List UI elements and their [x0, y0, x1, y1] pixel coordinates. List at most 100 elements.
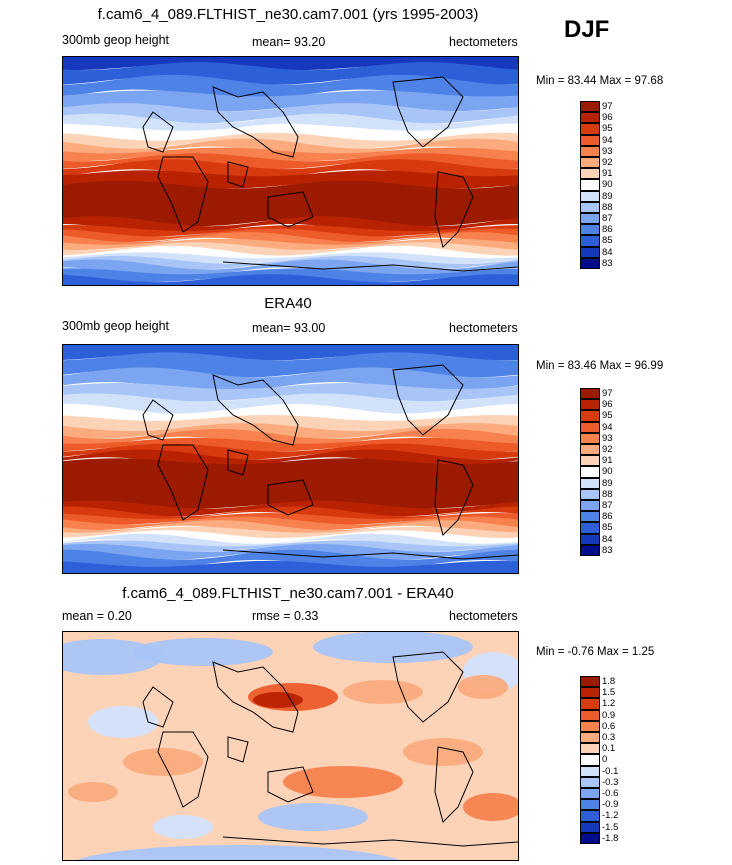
- colorbar-swatch: [580, 799, 600, 811]
- colorbar-tick-label: 0.6: [602, 720, 616, 732]
- colorbar-tick-label: 1.8: [602, 676, 616, 687]
- coastline-outline: [142, 686, 174, 728]
- colorbar-swatch: [580, 676, 600, 688]
- colorbar-swatch: [580, 544, 600, 556]
- contour-band: [63, 274, 518, 285]
- colorbar-tick-label: 92: [602, 444, 613, 455]
- colorbar-tick-label: -1.2: [602, 810, 619, 822]
- coastline-outline: [222, 836, 518, 847]
- colorbar-tick-label: 85: [602, 235, 613, 247]
- contour-band: [63, 90, 518, 112]
- contour-band: [63, 345, 518, 361]
- colorbar-tick-label: 87: [602, 213, 613, 224]
- colorbar-swatch: [580, 235, 600, 247]
- colorbar-swatch: [580, 466, 600, 478]
- contour-band: [63, 147, 518, 162]
- colorbar-tick-label: 96: [602, 399, 613, 411]
- panel2-title: ERA40: [264, 295, 312, 312]
- colorbar-swatch: [580, 123, 600, 135]
- panel2-mean-label: mean= 93.00: [252, 321, 326, 335]
- panel1-units-label: hectometers: [449, 35, 518, 49]
- contour-band: [63, 238, 518, 251]
- panel1-title: f.cam6_4_089.FLTHIST_ne30.cam7.001 (yrs …: [97, 6, 479, 23]
- colorbar-tick-label: 89: [602, 190, 613, 202]
- panel1-left-label: 300mb geop height: [62, 33, 170, 47]
- panel1-minmax: Min = 83.44 Max = 97.68: [536, 75, 664, 87]
- colorbar-swatch: [580, 388, 600, 400]
- anomaly-contour: [153, 815, 213, 839]
- contour-band: [63, 526, 518, 539]
- anomaly-contour: [253, 692, 303, 708]
- anomaly-contour: [313, 632, 473, 663]
- coastline-outline: [267, 479, 314, 516]
- colorbar-tick-label: 96: [602, 112, 613, 124]
- anomaly-contour: [283, 766, 403, 798]
- coastline-outline: [142, 111, 174, 153]
- panel2-units-label: hectometers: [449, 321, 518, 335]
- colorbar-swatch: [580, 488, 600, 500]
- colorbar-swatch: [580, 432, 600, 444]
- colorbar-swatch: [580, 687, 600, 699]
- colorbar-swatch: [580, 201, 600, 213]
- coastline-outline: [212, 86, 299, 158]
- coastline-outline: [157, 731, 209, 808]
- contour-band: [63, 500, 518, 517]
- panel3-map: [62, 631, 519, 861]
- anomaly-contour: [458, 675, 508, 699]
- colorbar-tick-label: -1.8: [602, 832, 619, 844]
- coastline-outline: [227, 161, 249, 188]
- coastline-outline: [222, 261, 518, 272]
- colorbar-swatch: [580, 765, 600, 777]
- contour-band: [63, 57, 518, 71]
- contour-band: [63, 443, 518, 460]
- colorbar-tick-label: -0.6: [602, 788, 619, 799]
- contour-band: [63, 170, 518, 189]
- panel3-minmax: Min = -0.76 Max = 1.25: [536, 646, 655, 658]
- anomaly-contour: [343, 680, 423, 704]
- colorbar-swatch: [580, 179, 600, 191]
- colorbar-tick-label: 86: [602, 224, 613, 236]
- panel3-mean-label: mean = 0.20: [62, 609, 132, 623]
- colorbar-swatch: [580, 168, 600, 180]
- coastline-outline: [142, 399, 174, 441]
- colorbar-tick-label: -0.9: [602, 799, 619, 811]
- colorbar-tick-label: 95: [602, 410, 613, 422]
- season-label: DJF: [564, 16, 610, 43]
- colorbar-tick-label: 85: [602, 522, 613, 534]
- colorbar-tick-label: 84: [602, 533, 613, 545]
- colorbar-tick-label: 90: [602, 466, 613, 478]
- anomaly-contour: [463, 793, 518, 821]
- colorbar-swatch: [580, 821, 600, 833]
- colorbar-tick-label: 86: [602, 511, 613, 523]
- colorbar-swatch: [580, 810, 600, 822]
- colorbar-swatch: [580, 224, 600, 236]
- colorbar-tick-label: -1.5: [602, 821, 619, 833]
- contour-band: [63, 367, 518, 392]
- colorbar-tick-label: 91: [602, 455, 613, 467]
- contour-band: [63, 530, 518, 544]
- contour-band: [63, 62, 518, 85]
- panel2-contour-field: [63, 345, 518, 573]
- panel3-units-label: hectometers: [449, 609, 518, 623]
- colorbar-swatch: [580, 246, 600, 258]
- coastline-outline: [392, 76, 464, 148]
- anomaly-contour: [76, 845, 400, 860]
- colorbar-swatch: [580, 732, 600, 744]
- colorbar-swatch: [580, 410, 600, 422]
- panel3-title: f.cam6_4_089.FLTHIST_ne30.cam7.001 - ERA…: [122, 585, 454, 602]
- coastline-outline: [267, 191, 314, 228]
- colorbar-swatch: [580, 709, 600, 721]
- colorbar-tick-label: -0.3: [602, 776, 619, 788]
- contour-band: [63, 513, 518, 525]
- colorbar-swatch: [580, 743, 600, 755]
- colorbar-tick-label: 0.9: [602, 709, 616, 721]
- panel1-contour-field: [63, 57, 518, 285]
- colorbar-swatch: [580, 511, 600, 523]
- panel3-contour-field: [63, 632, 518, 860]
- contour-band: [63, 132, 518, 149]
- anomaly-contour: [403, 738, 483, 766]
- colorbar-swatch: [580, 776, 600, 788]
- colorbar-swatch: [580, 101, 600, 113]
- contour-band: [63, 549, 518, 570]
- contour-band: [63, 232, 518, 248]
